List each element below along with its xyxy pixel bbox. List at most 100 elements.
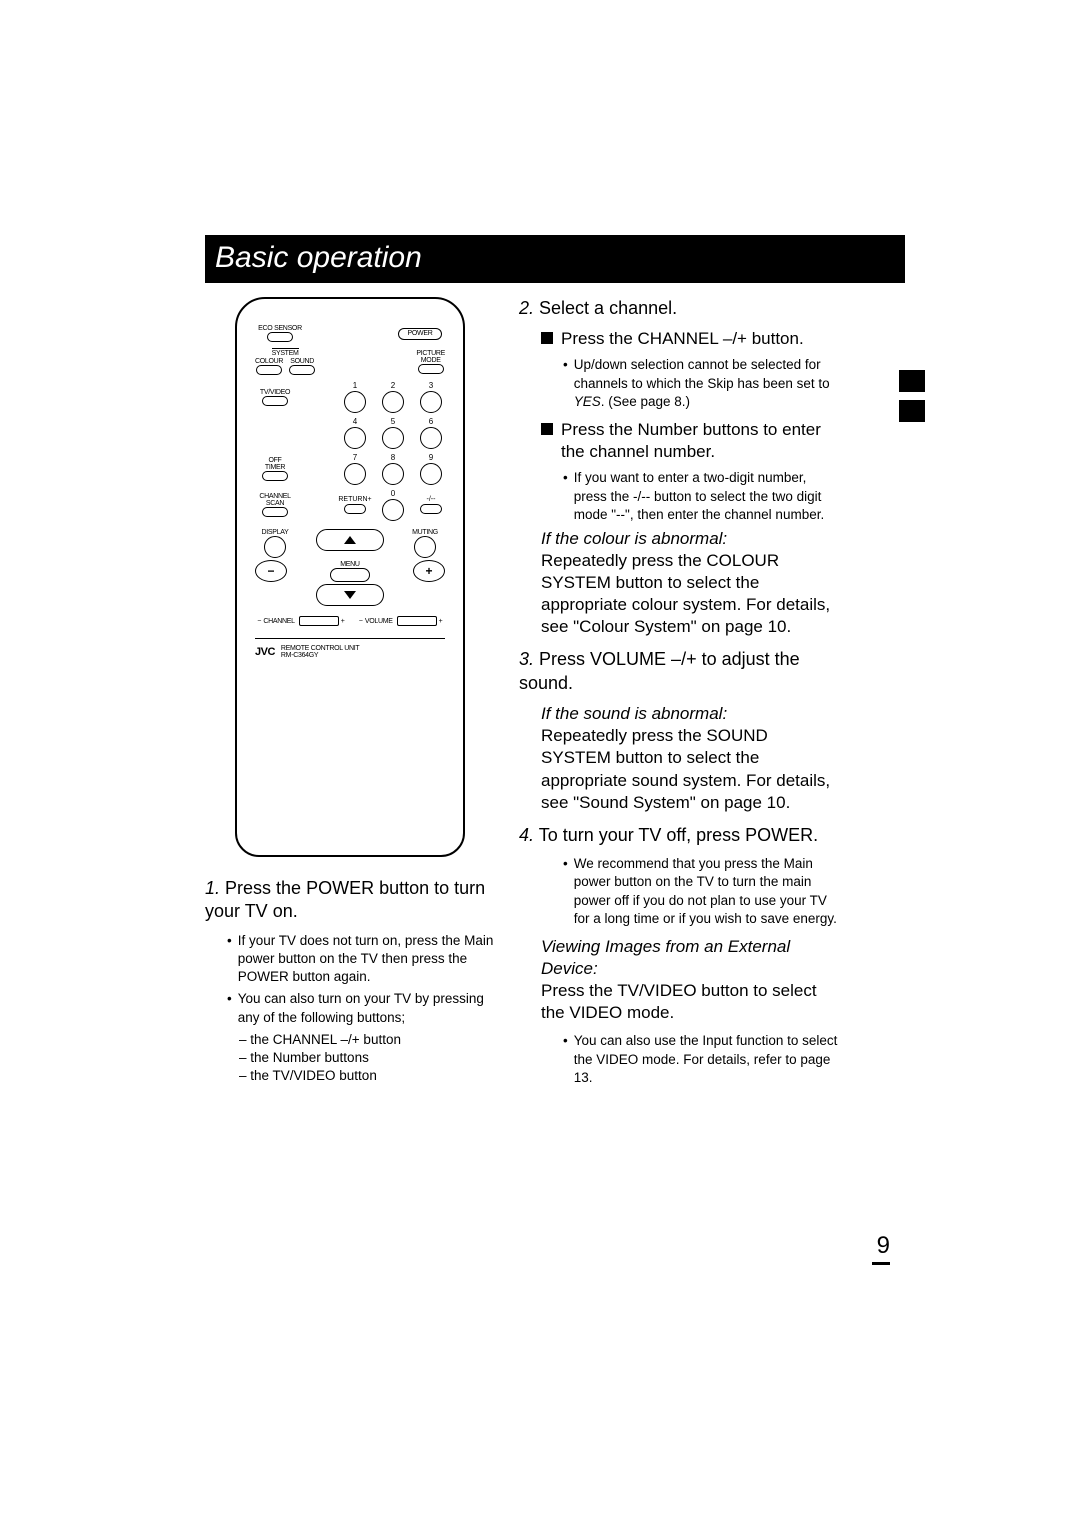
tv-video-label: TV/VIDEO — [260, 389, 290, 396]
model-label: RM-C364GY — [281, 652, 318, 659]
picture-mode-label: PICTUREMODE — [416, 350, 445, 364]
colour-button — [256, 365, 282, 375]
step-1: 1. Press the POWER button to turn your T… — [205, 877, 495, 924]
num-8-button — [382, 463, 404, 485]
num-5-button — [382, 427, 404, 449]
step-1-number: 1. — [205, 878, 220, 898]
channel-scan-button — [262, 507, 288, 517]
bullet-text: Up/down selection cannot be selected for… — [574, 356, 839, 411]
brand-logo: JVC — [255, 646, 275, 658]
power-button-label: POWER — [408, 330, 433, 337]
num-0-label: 0 — [391, 489, 395, 498]
num-7-button — [344, 463, 366, 485]
dash-item: – the Number buttons — [239, 1049, 495, 1067]
channel-scan-label: CHANNELSCAN — [259, 493, 290, 507]
colour-abnormal-heading: If the colour is abnormal: — [541, 528, 839, 550]
step-2: 2. Select a channel. — [519, 297, 839, 320]
menu-down-button — [316, 584, 384, 606]
num-0-button — [382, 499, 404, 521]
num-5-label: 5 — [391, 417, 395, 426]
section-title: Basic operation — [205, 235, 905, 283]
step-3: 3. Press VOLUME –/+ to adjust the sound. — [519, 648, 839, 695]
up-arrow-icon — [344, 536, 356, 544]
bullet-item: •You can also use the Input function to … — [563, 1032, 839, 1087]
bullet-item: •We recommend that you press the Main po… — [563, 855, 839, 928]
display-label: DISPLAY — [262, 529, 289, 536]
channel-label: CHANNEL — [263, 618, 294, 625]
step-2-number: 2. — [519, 298, 534, 318]
step-4-text: To turn your TV off, press POWER. — [539, 825, 818, 845]
sound-abnormal-heading: If the sound is abnormal: — [541, 703, 839, 725]
sound-button — [289, 365, 315, 375]
menu-up-button — [316, 529, 384, 551]
eco-sensor-button — [267, 332, 293, 342]
num-3-label: 3 — [429, 381, 433, 390]
menu-minus-button: − — [255, 560, 287, 582]
off-timer-button — [262, 471, 288, 481]
menu-plus-button: + — [413, 560, 445, 582]
num-2-button — [382, 391, 404, 413]
square-bullet-text: Press the CHANNEL –/+ button. — [561, 328, 804, 350]
num-3-button — [420, 391, 442, 413]
colour-label: COLOUR — [255, 358, 283, 365]
step-4: 4. To turn your TV off, press POWER. — [519, 824, 839, 847]
volume-rocker: −VOLUME+ — [359, 616, 443, 626]
menu-button — [330, 568, 370, 582]
remote-diagram: ECO SENSOR POWER SYSTEM — [235, 297, 465, 857]
square-bullet: Press the Number buttons to enter the ch… — [541, 419, 839, 463]
bullet-item: •You can also turn on your TV by pressin… — [227, 990, 495, 1026]
muting-label: MUTING — [412, 529, 438, 536]
menu-label: MENU — [340, 561, 359, 568]
num-4-button — [344, 427, 366, 449]
num-6-label: 6 — [429, 417, 433, 426]
down-arrow-icon — [344, 591, 356, 599]
two-digit-button — [420, 504, 442, 514]
volume-label: VOLUME — [365, 618, 393, 625]
bullet-item: • Up/down selection cannot be selected f… — [563, 356, 839, 411]
eco-sensor-label: ECO SENSOR — [258, 325, 302, 332]
num-8-label: 8 — [391, 453, 395, 462]
square-bullet-text: Press the Number buttons to enter the ch… — [561, 419, 839, 463]
sound-abnormal-body: Repeatedly press the SOUND SYSTEM button… — [541, 725, 839, 813]
return-plus-label: RETURN+ — [338, 496, 371, 503]
return-plus-button — [344, 504, 366, 514]
page-number: 9 — [872, 1232, 890, 1265]
bullet-text: You can also use the Input function to s… — [574, 1032, 839, 1087]
num-4-label: 4 — [353, 417, 357, 426]
external-device-heading: Viewing Images from an External Device: — [541, 936, 839, 980]
sound-label: SOUND — [290, 358, 314, 365]
step-2-text: Select a channel. — [539, 298, 677, 318]
channel-rocker: −CHANNEL+ — [257, 616, 345, 626]
num-9-label: 9 — [429, 453, 433, 462]
two-digit-label: -/-- — [427, 496, 436, 503]
colour-abnormal-body: Repeatedly press the COLOUR SYSTEM butto… — [541, 550, 839, 638]
unit-label: REMOTE CONTROL UNIT — [281, 645, 359, 652]
step-3-number: 3. — [519, 649, 534, 669]
step-1-text: Press the POWER button to turn your TV o… — [205, 878, 485, 921]
system-label: SYSTEM — [272, 348, 299, 357]
bullet-text: We recommend that you press the Main pow… — [574, 855, 839, 928]
right-column: 2. Select a channel. Press the CHANNEL –… — [519, 297, 839, 1097]
num-6-button — [420, 427, 442, 449]
num-2-label: 2 — [391, 381, 395, 390]
square-icon — [541, 423, 553, 435]
bullet-item: •If you want to enter a two-digit number… — [563, 469, 839, 524]
step-3-text: Press VOLUME –/+ to adjust the sound. — [519, 649, 800, 692]
bullet-text: You can also turn on your TV by pressing… — [238, 990, 495, 1026]
tv-video-button — [262, 396, 288, 406]
num-1-label: 1 — [353, 381, 357, 390]
bullet-item: •If your TV does not turn on, press the … — [227, 932, 495, 987]
dash-item: – the CHANNEL –/+ button — [239, 1031, 495, 1049]
bullet-text: If your TV does not turn on, press the M… — [238, 932, 495, 987]
num-1-button — [344, 391, 366, 413]
square-icon — [541, 332, 553, 344]
muting-button — [414, 536, 436, 558]
num-7-label: 7 — [353, 453, 357, 462]
bullet-text: If you want to enter a two-digit number,… — [574, 469, 839, 524]
display-button — [264, 536, 286, 558]
picture-mode-button — [418, 364, 444, 374]
step-4-number: 4. — [519, 825, 534, 845]
page-content: Basic operation ECO SENSOR POWER — [205, 235, 905, 1097]
square-bullet: Press the CHANNEL –/+ button. — [541, 328, 839, 350]
off-timer-label: OFFTIMER — [265, 457, 285, 471]
